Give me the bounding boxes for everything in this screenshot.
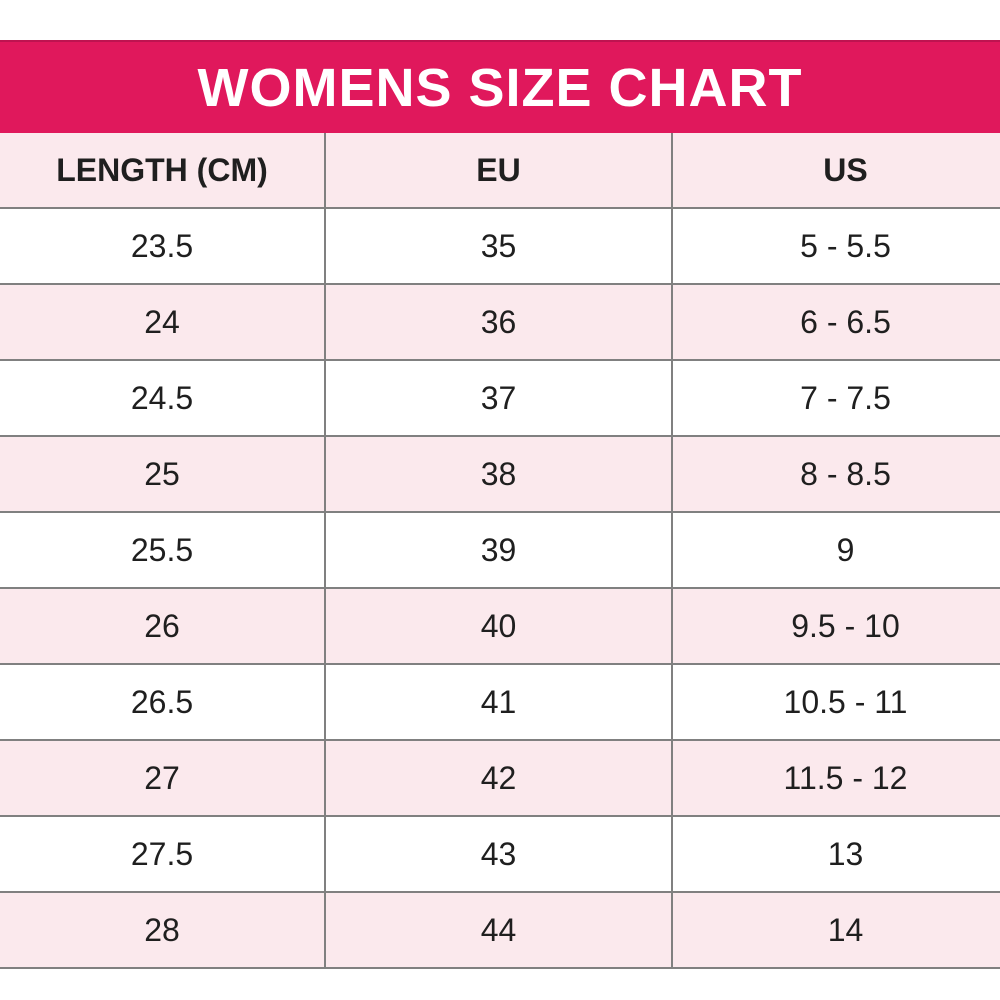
table-row: 26 40 9.5 - 10 [0, 588, 1000, 665]
table-row: 27.5 43 13 [0, 816, 1000, 893]
table-cell: 28 [0, 892, 325, 969]
table-cell: 43 [324, 816, 672, 893]
column-header-length-cm: LENGTH (CM) [0, 133, 325, 209]
header-row: LENGTH (CM) EU US [0, 133, 1000, 209]
table-cell: 10.5 - 11 [671, 664, 1000, 741]
table-cell: 11.5 - 12 [671, 740, 1000, 817]
table-row: 27 42 11.5 - 12 [0, 740, 1000, 817]
table-cell: 41 [324, 664, 672, 741]
table-cell: 9 [671, 512, 1000, 589]
table-cell: 42 [324, 740, 672, 817]
table-cell: 40 [324, 588, 672, 665]
table-row: 24 36 6 - 6.5 [0, 284, 1000, 361]
table-cell: 35 [324, 208, 672, 285]
table-cell: 37 [324, 360, 672, 437]
table-row: 23.5 35 5 - 5.5 [0, 208, 1000, 285]
womens-size-table: LENGTH (CM) EU US 23.5 35 5 - 5.5 24 36 6 - 6… [0, 133, 1000, 969]
table-cell: 6 - 6.5 [671, 284, 1000, 361]
table-cell: 14 [671, 892, 1000, 969]
table-cell: 5 - 5.5 [671, 208, 1000, 285]
table-cell: 36 [324, 284, 672, 361]
table-cell: 7 - 7.5 [671, 360, 1000, 437]
column-header-us: US [671, 133, 1000, 209]
table-cell: 13 [671, 816, 1000, 893]
top-margin [0, 0, 1000, 40]
table-cell: 38 [324, 436, 672, 513]
chart-title-band: WOMENS SIZE CHART [0, 40, 1000, 133]
table-cell: 27.5 [0, 816, 325, 893]
table-cell: 25.5 [0, 512, 325, 589]
column-header-eu: EU [324, 133, 672, 209]
chart-title: WOMENS SIZE CHART [197, 57, 803, 118]
table-row: 28 44 14 [0, 892, 1000, 969]
table-cell: 39 [324, 512, 672, 589]
table-row: 26.5 41 10.5 - 11 [0, 664, 1000, 741]
table-cell: 8 - 8.5 [671, 436, 1000, 513]
table-cell: 27 [0, 740, 325, 817]
table-cell: 44 [324, 892, 672, 969]
table-cell: 25 [0, 436, 325, 513]
table-row: 25.5 39 9 [0, 512, 1000, 589]
table-cell: 24 [0, 284, 325, 361]
table-row: 24.5 37 7 - 7.5 [0, 360, 1000, 437]
table-cell: 23.5 [0, 208, 325, 285]
table-cell: 24.5 [0, 360, 325, 437]
table-cell: 26.5 [0, 664, 325, 741]
table-row: 25 38 8 - 8.5 [0, 436, 1000, 513]
table-cell: 9.5 - 10 [671, 588, 1000, 665]
size-table-body: 23.5 35 5 - 5.5 24 36 6 - 6.5 24.5 37 7 - 7.5 25 3… [0, 208, 1000, 969]
table-cell: 26 [0, 588, 325, 665]
